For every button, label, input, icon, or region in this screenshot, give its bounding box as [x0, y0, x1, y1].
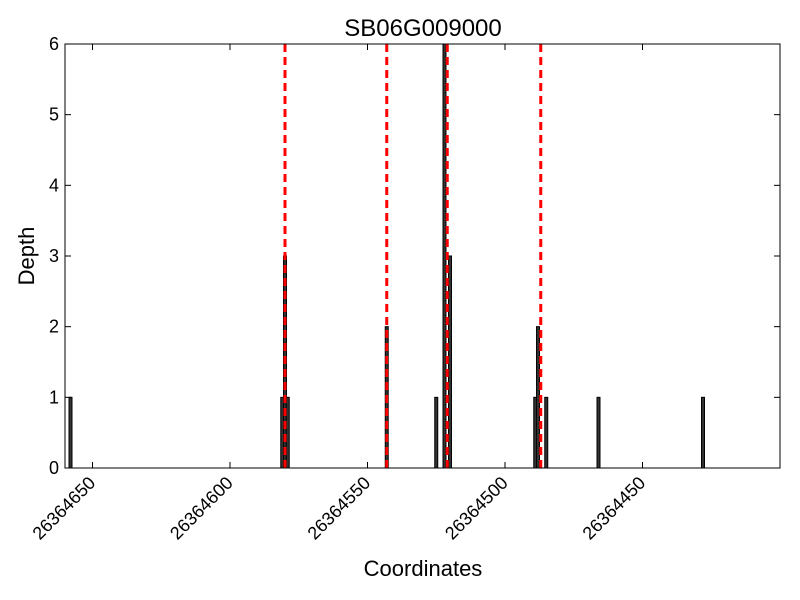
- y-axis-ticks: 0 1 2 3 4 5 6: [49, 34, 780, 478]
- chart-title: SB06G009000: [344, 15, 501, 42]
- reference-lines-group: [283, 44, 543, 468]
- x-axis-label: Coordinates: [364, 556, 483, 581]
- x-tick-label-2: 26364550: [304, 473, 375, 544]
- y-tick-label-2: 2: [49, 317, 59, 337]
- bar-3: [285, 396, 290, 469]
- y-tick-label-0: 0: [49, 458, 59, 478]
- x-tick-label-4: 26364450: [579, 473, 650, 544]
- x-tick-label-3: 26364500: [441, 473, 512, 544]
- x-tick-label-1: 26364600: [166, 473, 237, 544]
- y-axis-label: Depth: [14, 227, 39, 286]
- x-axis-ticks: 26364650 26364600 26364550 26364500 26364450: [29, 44, 650, 544]
- bar-11: [596, 396, 601, 469]
- bar-7: [448, 255, 452, 469]
- y-tick-label-1: 1: [49, 387, 59, 407]
- bar-9: [536, 326, 540, 469]
- plot-frame: [64, 43, 781, 469]
- y-tick-label-6: 6: [49, 34, 59, 54]
- bar-10: [544, 396, 549, 469]
- bar-12: [701, 396, 705, 469]
- y-tick-label-4: 4: [49, 175, 59, 195]
- y-tick-label-5: 5: [49, 105, 59, 125]
- bar-6: [442, 43, 447, 469]
- y-tick-label-3: 3: [49, 246, 59, 266]
- bar-5: [434, 396, 439, 469]
- x-tick-label-0: 26364650: [29, 473, 100, 544]
- bar-0: [68, 396, 73, 469]
